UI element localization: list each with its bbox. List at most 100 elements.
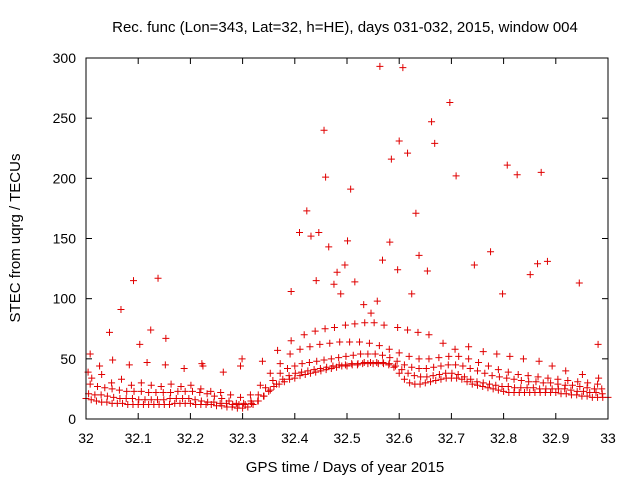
- data-point: [414, 328, 422, 336]
- data-point: [562, 390, 570, 398]
- data-point: [346, 338, 354, 346]
- data-point: [320, 126, 328, 134]
- data-point: [422, 364, 430, 372]
- data-point: [147, 381, 155, 389]
- data-point: [96, 362, 104, 370]
- data-point: [567, 386, 575, 394]
- data-point: [296, 372, 304, 380]
- data-point: [187, 381, 195, 389]
- data-point: [400, 375, 408, 383]
- data-point: [128, 395, 136, 403]
- data-point: [335, 361, 343, 369]
- data-point: [412, 209, 420, 217]
- data-point: [404, 149, 412, 157]
- data-point: [249, 401, 257, 409]
- y-tick-label: 150: [53, 231, 77, 247]
- data-point: [232, 399, 240, 407]
- data-point: [254, 391, 262, 399]
- x-tick-label: 32.6: [386, 430, 413, 446]
- data-point: [442, 369, 450, 377]
- data-point: [532, 378, 540, 386]
- data-point: [594, 380, 602, 388]
- data-point: [325, 243, 333, 251]
- data-point: [390, 363, 398, 371]
- data-point: [417, 373, 425, 381]
- data-point: [122, 395, 130, 403]
- data-point: [203, 390, 211, 398]
- data-point: [460, 373, 468, 381]
- data-point: [410, 372, 418, 380]
- data-point: [398, 366, 406, 374]
- data-point: [386, 238, 394, 246]
- data-point: [130, 387, 138, 395]
- data-point: [378, 351, 386, 359]
- data-point: [594, 340, 602, 348]
- data-point: [336, 338, 344, 346]
- data-point: [364, 350, 372, 358]
- data-point: [484, 384, 492, 392]
- data-point: [349, 351, 357, 359]
- data-point: [387, 155, 395, 163]
- data-point: [427, 378, 435, 386]
- y-axis: 0 50 100 150 200 250 300: [53, 50, 608, 427]
- data-point: [313, 357, 321, 365]
- data-point: [548, 385, 556, 393]
- data-point: [303, 207, 311, 215]
- data-point: [177, 383, 185, 391]
- data-point: [394, 266, 402, 274]
- data-point: [262, 384, 270, 392]
- data-point: [160, 396, 168, 404]
- data-point: [179, 395, 187, 403]
- data-point: [154, 274, 162, 282]
- data-point: [210, 398, 218, 406]
- data-point: [378, 256, 386, 264]
- data-point: [467, 375, 475, 383]
- data-point: [291, 374, 299, 382]
- data-point: [474, 367, 481, 375]
- data-point: [353, 361, 361, 369]
- data-point: [180, 364, 188, 372]
- data-point: [321, 325, 329, 333]
- x-tick-label: 33: [600, 430, 616, 446]
- data-point: [479, 348, 487, 356]
- data-point: [240, 399, 248, 407]
- data-point: [108, 379, 116, 387]
- data-point: [423, 373, 431, 381]
- data-point: [166, 401, 174, 409]
- data-point: [315, 228, 323, 236]
- data-point: [484, 362, 492, 370]
- data-point: [416, 380, 424, 388]
- data-point: [342, 352, 350, 360]
- data-point: [333, 268, 341, 276]
- data-point: [445, 352, 453, 360]
- data-point: [337, 290, 345, 298]
- data-point: [428, 118, 436, 126]
- data-point: [395, 369, 403, 377]
- data-point: [375, 342, 383, 350]
- data-point: [569, 381, 577, 389]
- data-point: [103, 392, 111, 400]
- data-point: [452, 172, 460, 180]
- data-point: [552, 389, 560, 397]
- data-point: [300, 331, 308, 339]
- data-point: [415, 364, 423, 372]
- data-point: [431, 139, 439, 147]
- data-point: [103, 398, 111, 406]
- data-point: [229, 401, 237, 409]
- data-point: [181, 387, 189, 395]
- data-point: [207, 387, 215, 395]
- data-point: [341, 361, 349, 369]
- data-point: [376, 62, 384, 70]
- data-point: [554, 385, 562, 393]
- data-point: [499, 290, 507, 298]
- data-point: [343, 362, 351, 370]
- data-point: [286, 375, 294, 383]
- data-point: [380, 321, 388, 329]
- data-point: [87, 396, 95, 404]
- data-point: [93, 383, 101, 391]
- data-point: [98, 370, 106, 378]
- data-point: [341, 321, 349, 329]
- data-point: [127, 381, 135, 389]
- data-point: [425, 355, 433, 363]
- data-point: [489, 385, 497, 393]
